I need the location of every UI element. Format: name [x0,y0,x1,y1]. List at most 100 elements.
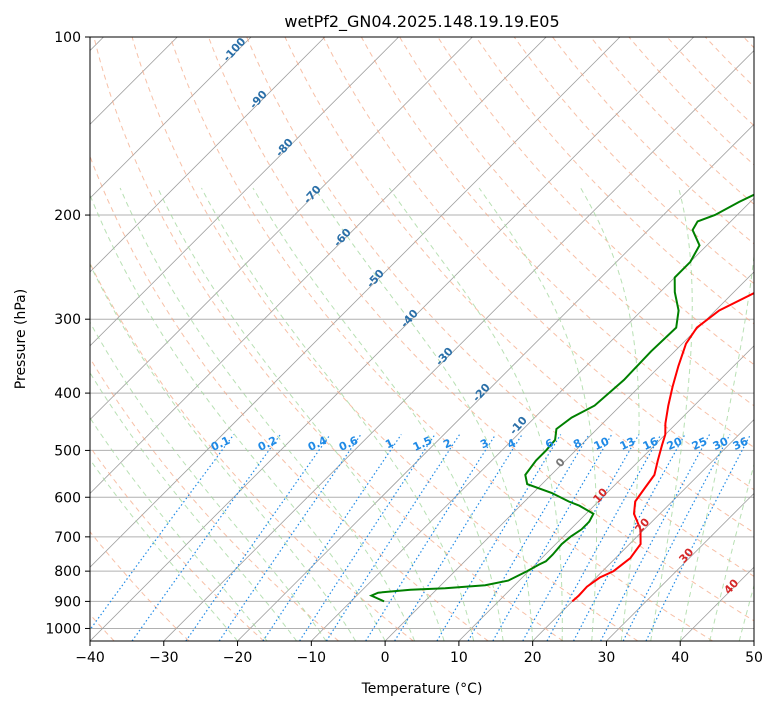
dry-adiabat [90,530,190,641]
y-axis: 100 200 300 400 500 600 700 800 900 1000 [45,30,90,637]
mixing-ratio-line [467,434,590,641]
y-axis-label: Pressure (hPa) [13,289,29,389]
mixing-ratio-line [131,434,281,641]
mixing-ratio-line [600,434,711,641]
moist-adiabat [388,187,563,641]
dry-adiabat [437,37,754,366]
dry-adiabat-label: -80 [273,136,296,160]
mixing-ratio-label: 16 [641,435,661,453]
mixing-ratio-line [436,434,562,641]
y-tick-label: 400 [54,386,81,402]
dry-adiabat [90,357,339,641]
isotherm-gridline [90,37,252,199]
mixing-ratio-line [218,434,362,641]
mixing-ratio-label: 6 [543,436,556,451]
mixing-ratio-line [365,434,497,641]
dry-adiabat [90,262,414,641]
isotherm-gridline [458,345,754,641]
moist-adiabat [201,187,475,641]
mixing-ratio-line [299,434,436,641]
isotherm-gridline [384,271,754,641]
y-tick-label: 100 [54,30,81,46]
dry-adiabat [90,154,489,641]
background-lines [90,37,754,641]
mixing-ratio-line [546,434,662,641]
x-tick-label: 50 [745,650,763,666]
moist-adiabat [119,187,416,641]
mixing-ratio-line [325,434,461,641]
x-tick-label: −30 [149,650,179,666]
mixing-ratio-line [522,434,640,641]
dry-adiabat [704,37,754,88]
dry-adiabat [475,37,754,325]
mixing-ratio-label: 2 [441,436,453,451]
dry-adiabat-label: -60 [331,226,354,250]
mixing-ratio-label: 13 [618,435,637,453]
mixing-ratio-label: 20 [665,435,685,453]
line-labels: 0.1 0.2 0.4 0.6 1 1.5 2 3 4 6 8 10 13 16 20 25 30 36-100-… [209,35,751,597]
moist-adiabat-label: 10 [590,485,610,505]
isotherm-gridline [90,37,473,421]
mixing-ratio-label: 30 [711,435,731,453]
mixing-ratio-line [645,434,752,641]
dry-adiabat-label: -20 [470,381,493,405]
y-tick-label: 1000 [45,621,81,637]
moist-adiabat [90,193,386,641]
x-tick-label: 10 [450,650,468,666]
isotherm-gridline [90,37,621,568]
mixing-ratio-line [262,434,402,641]
moist-adiabat [738,583,754,641]
moist-adiabat [90,321,327,641]
moist-adiabat [90,416,268,641]
dry-adiabat-label: -10 [507,414,530,438]
dry-adiabat-label: -90 [247,88,270,112]
isotherm-gridline [679,566,754,641]
y-tick-label: 800 [54,564,81,580]
y-tick-label: 500 [54,443,81,459]
moist-adiabat-label: 30 [676,545,696,565]
mixing-ratio-label: 25 [690,435,709,453]
dry-adiabat [169,37,713,641]
dry-adiabat-label: -30 [433,345,456,369]
dry-adiabat-label: -70 [301,183,324,207]
y-tick-label: 700 [54,530,81,546]
dry-adiabat [246,37,754,577]
dewpoint-profile-line [368,193,754,603]
moist-adiabat [90,263,357,641]
moist-adiabat [252,187,504,641]
plot-frame [89,36,755,642]
moist-adiabat [709,462,754,641]
x-tick-label: 0 [381,650,390,666]
x-axis: −40 −30 −20 −10 0 10 20 30 40 50 [75,641,763,666]
isotherm-gridline [532,419,754,641]
isotherm-gridline [237,123,754,641]
moist-adiabat [157,187,445,641]
moist-adiabat [314,187,534,641]
x-tick-label: 40 [671,650,689,666]
x-tick-label: 20 [524,650,542,666]
dry-adiabat [360,37,754,448]
dry-adiabat [743,37,754,49]
isotherm-gridline [606,492,754,641]
dry-adiabat-label: -40 [398,307,421,331]
chart-title: wetPf2_GN04.2025.148.19.19.E05 [284,12,559,32]
dry-adiabat-label: -50 [364,267,387,291]
dry-adiabat-label: -100 [220,35,248,64]
series-lines [368,193,754,603]
x-axis-label: Temperature (°C) [361,681,483,697]
isotherm-gridline [311,197,754,641]
moist-adiabat [90,371,297,641]
dry-adiabat [131,37,639,641]
y-tick-label: 600 [54,490,81,506]
isotherm-gridline [90,37,399,347]
mixing-ratio-label: 10 [592,435,612,453]
y-tick-label: 900 [54,594,81,610]
dry-adiabat [208,37,754,622]
mixing-ratio-line [90,434,235,631]
moist-adiabat [679,251,754,641]
dry-adiabat [93,37,564,641]
plot-area: 0.1 0.2 0.4 0.6 1 1.5 2 3 4 6 8 10 13 16 20 25 30 36-100-… [89,35,755,642]
temperature-profile-line [571,291,754,603]
mixing-ratio-line [185,434,331,641]
